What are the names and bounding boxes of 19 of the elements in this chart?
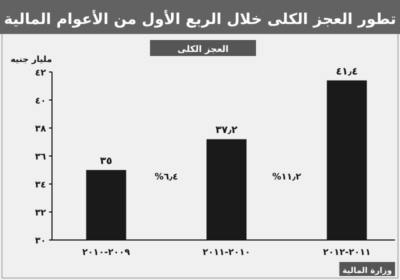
- y-tick-label: ٣٠: [35, 236, 46, 246]
- data-label: ٣٧٫٢: [215, 125, 238, 136]
- y-tick-label: ٣٤: [35, 180, 46, 190]
- x-tick-label: ٢٠١٠-٢٠١١: [202, 248, 250, 258]
- x-tick-label: ٢٠١١-٢٠١٢: [323, 248, 371, 258]
- y-tick-label: ٣٦: [35, 152, 46, 162]
- annotation: ٦٫٤%: [154, 172, 178, 183]
- y-tick-label: ٤٠: [35, 96, 46, 106]
- annotation: ١١٫٢%: [272, 172, 302, 183]
- y-tick-label: ٣٨: [35, 124, 46, 134]
- text: وزارة المالية: [342, 266, 392, 275]
- data-label: ٣٥: [100, 156, 112, 167]
- y-tick-label: ٣٢: [35, 208, 46, 218]
- title: تطور العجز الكلى خلال الربع الأول من الأعوام المالية: [4, 10, 396, 28]
- subtitle: العجز الكلى: [177, 45, 229, 55]
- x-tick-label: ٢٠٠٩-٢٠١٠: [82, 248, 131, 258]
- y-tick-label: ٤٢: [35, 68, 46, 78]
- data-label: ٤١٫٤: [336, 66, 358, 78]
- ylabel: مليار جنيه: [10, 55, 52, 65]
